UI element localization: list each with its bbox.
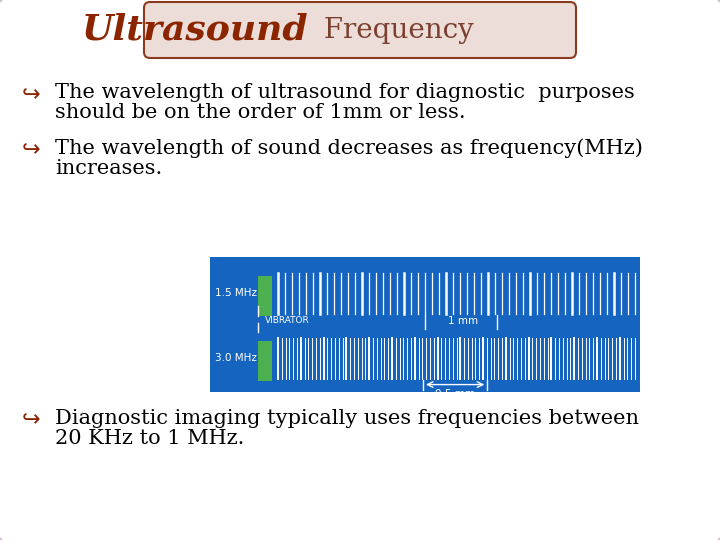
- Text: 0.5 mm: 0.5 mm: [435, 389, 475, 399]
- Text: increases.: increases.: [55, 159, 162, 178]
- Text: 20 KHz to 1 MHz.: 20 KHz to 1 MHz.: [55, 429, 244, 448]
- Bar: [210, 257, 640, 392]
- Bar: [258, 341, 272, 381]
- Text: ↪: ↪: [22, 410, 40, 430]
- Text: ↪: ↪: [22, 140, 40, 160]
- Text: ↪: ↪: [22, 85, 40, 105]
- Text: Diagnostic imaging typically uses frequencies between: Diagnostic imaging typically uses freque…: [55, 408, 639, 428]
- Text: should be on the order of 1mm or less.: should be on the order of 1mm or less.: [55, 104, 466, 123]
- Bar: [258, 276, 272, 316]
- Text: The wavelength of ultrasound for diagnostic  purposes: The wavelength of ultrasound for diagnos…: [55, 84, 635, 103]
- Text: 3.0 MHz: 3.0 MHz: [215, 353, 257, 363]
- Text: Frequency: Frequency: [315, 17, 474, 44]
- Text: 1.5 MHz: 1.5 MHz: [215, 288, 257, 299]
- Text: VIBRATOR: VIBRATOR: [265, 316, 310, 325]
- Text: Ultrasound: Ultrasound: [81, 13, 308, 47]
- Text: 1 mm: 1 mm: [448, 316, 478, 326]
- FancyBboxPatch shape: [144, 2, 576, 58]
- Text: The wavelength of sound decreases as frequency(MHz): The wavelength of sound decreases as fre…: [55, 138, 643, 158]
